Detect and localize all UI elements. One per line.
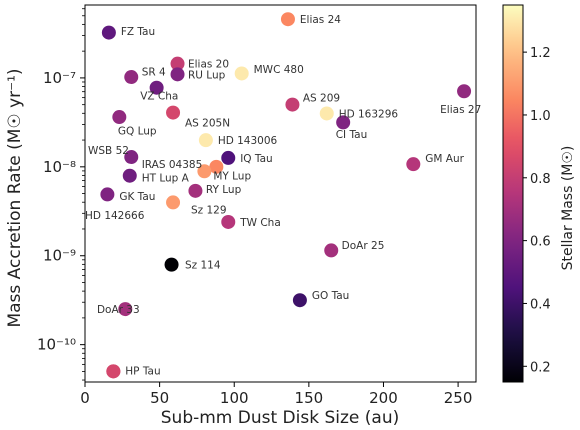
x-tick-label: 200	[369, 389, 398, 407]
data-point	[234, 66, 249, 81]
data-point	[198, 133, 213, 148]
point-label: AS 209	[303, 92, 340, 104]
colorbar: 0.2 0.4 0.6 0.8 1.0 1.2	[502, 4, 551, 383]
data-point	[324, 243, 339, 258]
data-point	[149, 80, 164, 95]
point-labels: FZ Tau Elias 24 Elias 20 SR 4 RU Lup MWC 480 V…	[85, 14, 481, 377]
data-point	[166, 195, 181, 210]
x-axis-title: Sub-mm Dust Disk Size (au)	[161, 408, 399, 428]
x-tick-label: 50	[150, 389, 169, 407]
data-point	[221, 150, 236, 165]
point-label: CI Tau	[336, 129, 368, 141]
x-axis: 0 50 100 150 200 250	[80, 382, 472, 407]
data-point	[118, 302, 133, 317]
data-point	[285, 97, 300, 112]
point-label: HD 163296	[339, 108, 399, 120]
x-tick-label: 0	[80, 389, 90, 407]
point-label: GO Tau	[312, 290, 350, 302]
data-point	[124, 150, 139, 165]
point-label: MWC 480	[254, 64, 304, 76]
data-point	[122, 168, 137, 183]
point-label: HP Tau	[125, 365, 160, 377]
data-point	[112, 110, 127, 125]
point-label: IRAS 04385	[142, 159, 203, 171]
colorbar-tick-label: 0.2	[530, 360, 551, 375]
y-axis-title: Mass Accretion Rate (M☉ yr⁻¹)	[5, 68, 25, 327]
data-point	[170, 67, 185, 82]
colorbar-tick-label: 1.2	[530, 46, 551, 61]
y-tick-label: 10⁻¹⁰	[37, 336, 76, 354]
data-point	[457, 84, 472, 99]
point-label: GK Tau	[119, 191, 155, 203]
point-label: DoAr 25	[342, 240, 385, 252]
data-point	[221, 214, 236, 229]
point-label: Elias 20	[188, 59, 229, 71]
data-point	[209, 159, 224, 174]
point-label: SR 4	[142, 67, 166, 79]
point-label: TW Cha	[239, 217, 281, 229]
point-label: HD 143006	[218, 135, 278, 147]
y-axis: 10⁻¹⁰ 10⁻⁹ 10⁻⁸ 10⁻⁷	[37, 8, 85, 381]
data-point	[292, 293, 307, 308]
data-points	[100, 12, 472, 379]
point-label: IQ Tau	[240, 153, 272, 165]
x-tick-label: 250	[444, 389, 473, 407]
y-tick-label: 10⁻⁸	[43, 158, 76, 176]
point-label: RU Lup	[188, 69, 226, 81]
data-point	[319, 106, 334, 121]
y-tick-label: 10⁻⁷	[43, 69, 76, 87]
point-label: Elias 27	[440, 104, 481, 116]
data-point	[124, 70, 139, 85]
point-label: GQ Lup	[118, 125, 157, 137]
colorbar-tick-label: 1.0	[530, 109, 551, 124]
point-label: FZ Tau	[121, 26, 155, 38]
colorbar-gradient	[502, 4, 524, 383]
x-tick-label: 150	[295, 389, 324, 407]
colorbar-tick-label: 0.8	[530, 172, 551, 187]
x-tick-label: 100	[220, 389, 249, 407]
data-point	[101, 25, 116, 40]
data-point	[106, 364, 121, 379]
data-point	[280, 12, 295, 27]
data-point	[170, 56, 185, 71]
data-point	[406, 157, 421, 172]
point-label: Elias 24	[300, 14, 341, 26]
point-label: DoAr 33	[97, 304, 140, 316]
data-point	[197, 164, 212, 179]
data-point	[100, 187, 115, 202]
point-label: VZ Cha	[140, 91, 178, 103]
data-point	[164, 257, 179, 272]
y-tick-label: 10⁻⁹	[43, 247, 76, 265]
data-point	[188, 183, 203, 198]
colorbar-title: Stellar Mass (M☉)	[560, 146, 576, 271]
point-label: RY Lup	[206, 184, 242, 196]
point-label: WSB 52	[88, 145, 129, 157]
point-label: GM Aur	[425, 153, 464, 165]
point-label: AS 205N	[185, 117, 230, 129]
point-label: Sz 129	[191, 205, 227, 217]
data-point	[336, 115, 351, 130]
point-label: Sz 114	[185, 260, 221, 272]
colorbar-tick-label: 0.4	[530, 297, 551, 312]
point-label: HT Lup A	[142, 172, 190, 184]
point-label: MY Lup	[213, 171, 251, 183]
colorbar-tick-label: 0.6	[530, 235, 551, 250]
point-label: HD 142666	[85, 210, 145, 222]
data-point	[166, 105, 181, 120]
